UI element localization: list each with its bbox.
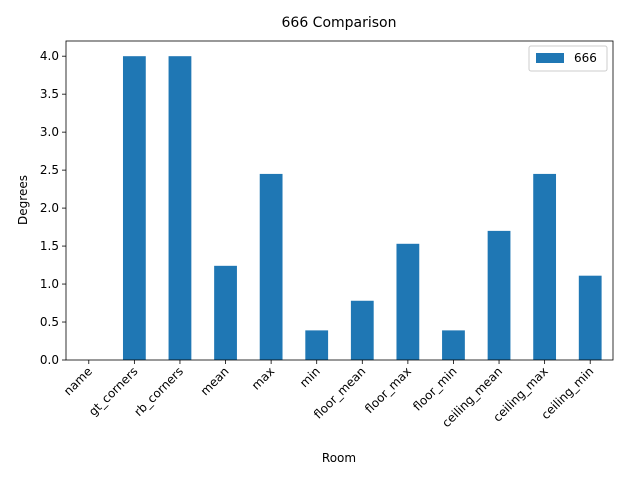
y-tick-label: 0.0 (40, 353, 59, 367)
bar-mean (214, 265, 237, 360)
bar-floor_max (396, 243, 420, 360)
legend-label: 666 (574, 51, 597, 65)
x-tick-label: name (61, 364, 95, 398)
y-axis-label: Degrees (16, 175, 30, 225)
bar-max (259, 173, 283, 360)
y-tick-label: 3.0 (40, 125, 59, 139)
bar-min (305, 330, 329, 360)
y-axis: 0.0 0.5 1.0 1.5 2.0 2.5 3.0 3.5 4.0 (40, 49, 66, 367)
x-tick-label: mean (198, 364, 232, 398)
chart-title: 666 Comparison (282, 15, 397, 31)
bar-gt_corners (122, 56, 146, 360)
x-tick-label: floor_max (362, 364, 414, 416)
y-tick-label: 2.5 (40, 163, 59, 177)
y-tick-label: 3.5 (40, 87, 59, 101)
bar-ceiling_max (533, 173, 557, 360)
y-tick-label: 2.0 (40, 201, 59, 215)
y-tick-label: 1.0 (40, 277, 59, 291)
y-tick-label: 1.5 (40, 239, 59, 253)
bars-group (122, 56, 602, 360)
legend-swatch (536, 53, 564, 63)
plot-frame (65, 40, 614, 361)
legend-box (528, 45, 608, 72)
x-tick-label: max (249, 364, 277, 392)
y-tick-label: 4.0 (40, 49, 59, 63)
legend: 666 (528, 45, 608, 72)
bar-floor_mean (350, 300, 374, 360)
bar-rb_corners (168, 56, 192, 360)
x-tick-label: min (297, 364, 323, 390)
x-tick-label: rb_corners (131, 364, 186, 419)
x-axis-label: Room (322, 451, 356, 465)
bar-ceiling_mean (487, 230, 511, 360)
y-tick-label: 0.5 (40, 315, 59, 329)
bar-floor_min (442, 330, 465, 360)
bar-ceiling_min (578, 275, 602, 360)
